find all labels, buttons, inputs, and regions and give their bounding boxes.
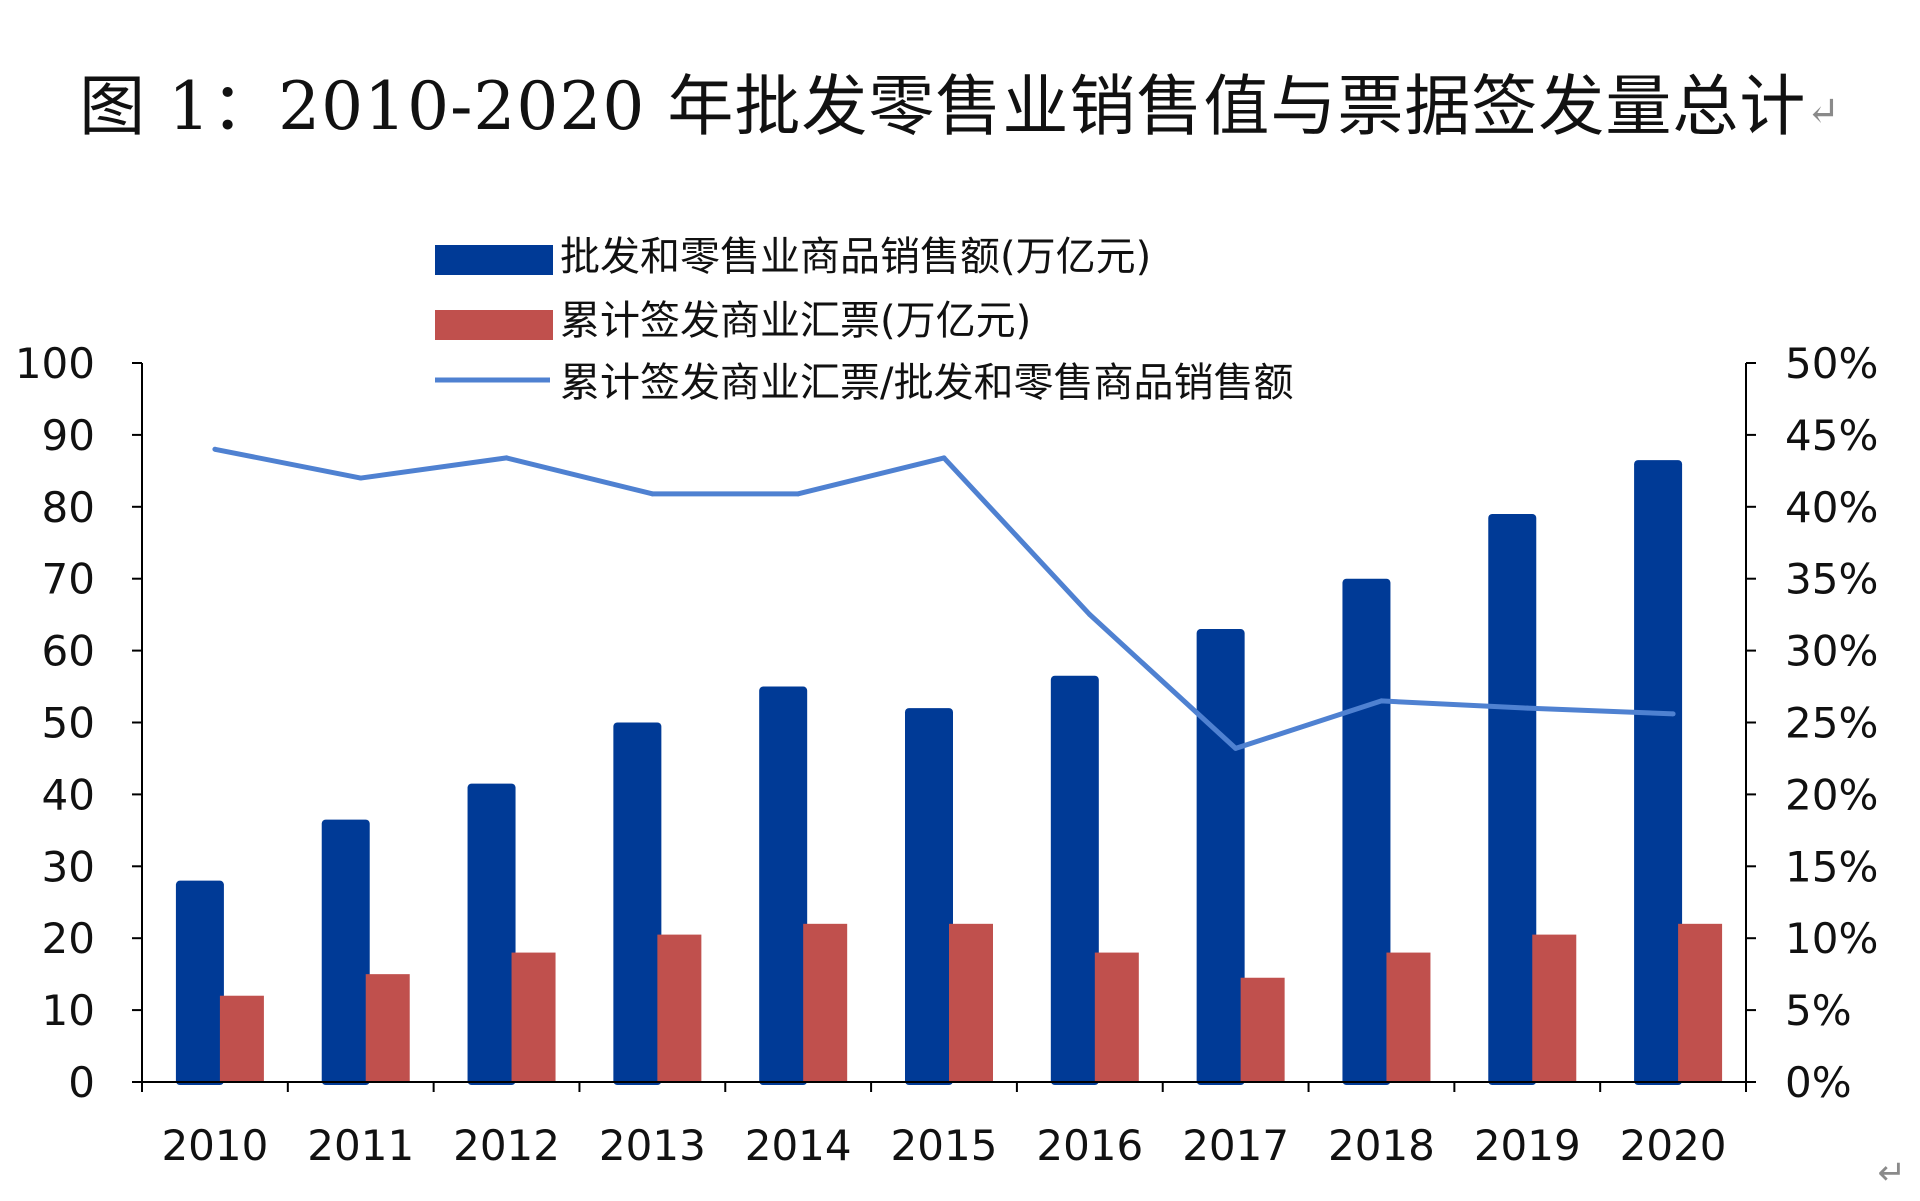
- legend-label-ratio: 累计签发商业汇票/批发和零售商品销售额: [560, 360, 1293, 406]
- left-axis-tick-label: 20: [42, 914, 95, 963]
- sales-bar: [321, 819, 370, 1085]
- bills-bar: [219, 995, 264, 1082]
- x-axis-tick-label: 2012: [453, 1121, 560, 1170]
- right-axis-tick-label: 5%: [1785, 986, 1852, 1035]
- ratio-point: [212, 446, 218, 452]
- bills-bar: [1240, 977, 1285, 1082]
- ratio-point: [1233, 745, 1239, 751]
- left-axis-tick-label: 0: [68, 1058, 95, 1107]
- chart-title-text: 图 1：2010-2020 年批发零售业销售值与票据签发量总计: [79, 68, 1807, 145]
- x-axis-tick-label: 2017: [1182, 1121, 1289, 1170]
- bills-bar: [803, 923, 848, 1082]
- left-axis-tick-label: 100: [15, 339, 95, 388]
- paragraph-mark-icon: ↵: [1806, 89, 1841, 135]
- x-axis-tick-label: 2015: [891, 1121, 998, 1170]
- left-axis-tick-label: 50: [42, 699, 95, 748]
- bars-group: [175, 460, 1723, 1085]
- ratio-point: [795, 491, 801, 497]
- legend-label-bills: 累计签发商业汇票(万亿元): [560, 298, 1031, 344]
- sales-bar: [1050, 675, 1099, 1085]
- left-axis-tick-label: 40: [42, 770, 95, 819]
- right-axis-tick-label: 10%: [1785, 914, 1878, 963]
- right-axis-tick-label: 15%: [1785, 842, 1878, 891]
- ratio-point: [941, 455, 947, 461]
- sales-bar: [1342, 578, 1391, 1085]
- left-axis-tick-label: 90: [42, 411, 95, 460]
- bills-bar: [1094, 952, 1139, 1082]
- right-axis-tick-label: 20%: [1785, 770, 1878, 819]
- sales-bar: [1634, 460, 1683, 1085]
- right-axis-tick-label: 0%: [1785, 1058, 1852, 1107]
- sales-bar: [613, 722, 662, 1085]
- x-axis-tick-label: 2016: [1036, 1121, 1143, 1170]
- right-axis-tick-label: 25%: [1785, 699, 1878, 748]
- ratio-point: [1087, 612, 1093, 618]
- sales-bar: [1488, 513, 1537, 1085]
- left-axis-tick-label: 30: [42, 842, 95, 891]
- bills-bar: [511, 952, 556, 1082]
- bills-bar: [1678, 923, 1723, 1082]
- ratio-point: [649, 491, 655, 497]
- legend-swatch-bills: [435, 310, 553, 340]
- ratio-line: [214, 446, 1674, 751]
- right-axis-tick-label: 50%: [1785, 339, 1878, 388]
- left-axis-tick-label: 80: [42, 483, 95, 532]
- ratio-point: [504, 455, 510, 461]
- x-axis-tick-label: 2011: [307, 1121, 414, 1170]
- sales-bar: [905, 708, 953, 1085]
- ratio-point: [1670, 711, 1676, 717]
- right-axis-tick-label: 30%: [1785, 627, 1878, 676]
- ratio-line-layer: [212, 446, 1676, 751]
- legend-swatch-sales: [435, 245, 553, 275]
- bills-bar: [365, 974, 410, 1082]
- ratio-point: [1524, 705, 1530, 711]
- axes-group: 0 10 20 30 40 50 60 70 80 90 100 0% 5% 10% 15% 20% 25% 30…: [15, 339, 1879, 1170]
- bills-bar: [1386, 952, 1431, 1082]
- legend: 批发和零售业商品销售额(万亿元) 累计签发商业汇票(万亿元) 累计签发商业汇票/…: [435, 234, 1293, 406]
- bills-bar: [1532, 934, 1577, 1082]
- paragraph-mark-icon: ↵: [1877, 1153, 1907, 1193]
- chart-title: 图 1：2010-2020 年批发零售业销售值与票据签发量总计↵: [0, 62, 1920, 157]
- bills-bar: [657, 934, 702, 1082]
- x-axis-tick-label: 2020: [1620, 1121, 1727, 1170]
- sales-bar: [175, 880, 224, 1085]
- sales-bar: [1196, 629, 1245, 1085]
- x-axis-tick-label: 2014: [745, 1121, 852, 1170]
- left-axis-tick-label: 70: [42, 555, 95, 604]
- x-axis-tick-label: 2013: [599, 1121, 706, 1170]
- bills-bar: [949, 923, 993, 1082]
- right-axis-tick-label: 35%: [1785, 555, 1878, 604]
- sales-bar: [759, 686, 808, 1085]
- legend-label-sales: 批发和零售业商品销售额(万亿元): [560, 234, 1151, 280]
- ratio-point: [1378, 698, 1384, 704]
- right-axis-tick-label: 45%: [1785, 411, 1878, 460]
- ratio-point: [358, 475, 364, 481]
- x-axis-tick-label: 2010: [161, 1121, 268, 1170]
- x-axis-tick-label: 2018: [1328, 1121, 1435, 1170]
- sales-bar: [467, 783, 516, 1085]
- right-axis-tick-label: 40%: [1785, 483, 1878, 532]
- left-axis-tick-label: 60: [42, 627, 95, 676]
- left-axis-tick-label: 10: [42, 986, 95, 1035]
- x-axis-tick-label: 2019: [1474, 1121, 1581, 1170]
